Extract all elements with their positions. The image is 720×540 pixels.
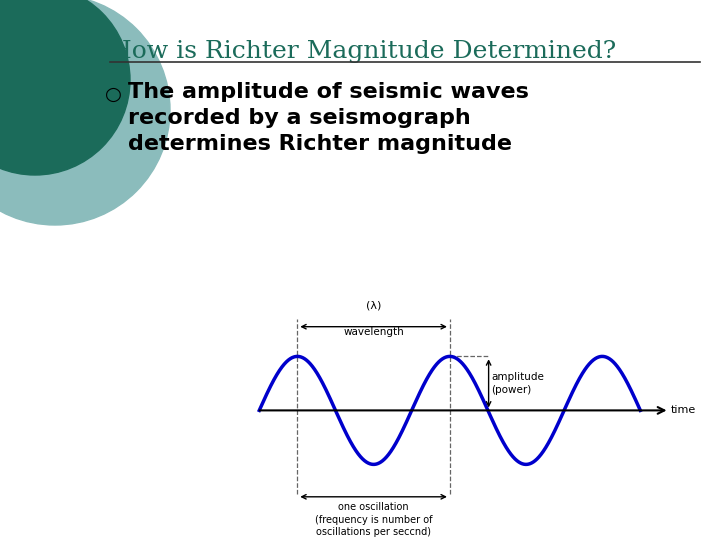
Text: time: time bbox=[670, 406, 696, 415]
Text: recorded by a seismograph: recorded by a seismograph bbox=[128, 108, 471, 128]
Text: The amplitude of seismic waves: The amplitude of seismic waves bbox=[128, 82, 529, 102]
Text: one oscillation
(frequency is number of
oscillations per seccnd): one oscillation (frequency is number of … bbox=[315, 502, 432, 537]
Circle shape bbox=[0, 0, 130, 175]
Text: determines Richter magnitude: determines Richter magnitude bbox=[128, 134, 512, 154]
Text: (λ): (λ) bbox=[366, 300, 382, 310]
Text: How is Richter Magnitude Determined?: How is Richter Magnitude Determined? bbox=[110, 40, 616, 63]
Text: wavelength: wavelength bbox=[343, 327, 404, 337]
Text: ○: ○ bbox=[105, 85, 122, 104]
Circle shape bbox=[0, 0, 170, 225]
Text: amplitude
(power): amplitude (power) bbox=[491, 372, 544, 395]
